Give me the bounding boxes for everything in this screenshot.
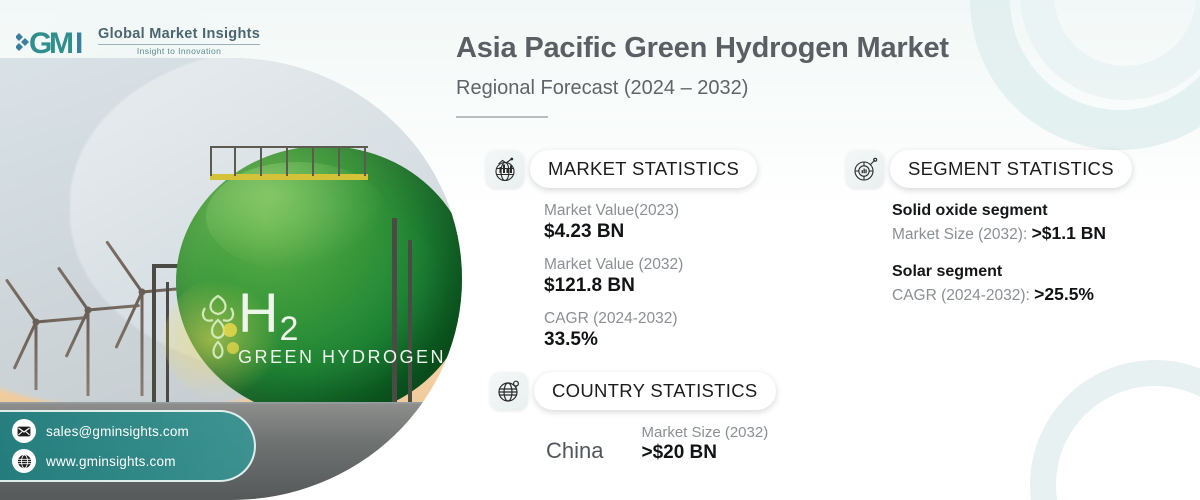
panel-market-body: Market Value(2023) $4.23 BN Market Value… [486,202,757,351]
logo-tagline: Insight to Innovation [136,46,222,56]
segment-label: Market Size (2032): [892,226,1028,243]
title-divider [456,116,548,118]
wind-turbine [56,266,140,396]
panel-country-heading: COUNTRY STATISTICS [534,372,776,410]
panel-segment-body: Solid oxide segment Market Size (2032): … [846,202,1132,305]
panel-market-statistics: MARKET STATISTICS Market Value(2023) $4.… [486,150,758,364]
contact-website-row[interactable]: www.gminsights.com [12,449,254,473]
stat-label: Market Size (2032) [641,424,769,441]
tank-caption: GREEN HYDROGEN [238,347,447,367]
stat-label: Market Value(2023) [544,202,679,219]
logo-divider [98,44,261,45]
stat-value: $121.8 BN [544,275,635,296]
wind-turbine [4,278,88,390]
globe-bar-chart-icon [486,150,524,188]
svg-text:M: M [49,27,74,58]
svg-text:G: G [29,27,52,58]
decorative-arc-bottom-right [1030,360,1200,500]
segment-value: >25.5% [1034,284,1094,304]
country-stat: Market Size (2032) >$20 BN [641,424,768,477]
stat-value: 33.5% [544,329,598,350]
donut-chart-arrow-icon [846,150,884,188]
stat-row: CAGR (2024-2032) 33.5% [544,310,757,351]
green-hydrogen-tank-photo: H2 GREEN HYDROGEN [0,58,462,500]
segment-value: >$1.1 BN [1031,223,1106,243]
segment-title: Solar segment [892,263,1003,280]
decorative-arc-top-right-inner [1020,0,1200,100]
segment-line: CAGR (2024-2032): >25.5% [892,284,1132,305]
wind-turbine [105,240,204,396]
panel-country-header: COUNTRY STATISTICS [490,372,776,410]
tank-highlight [205,162,390,272]
brand-logo[interactable]: G M I Global Market Insights Insight to … [16,24,261,58]
logo-title: Global Market Insights [98,25,261,42]
stat-label: Market Value (2032) [544,256,684,273]
pipework [408,240,412,408]
segment-title: Solid oxide segment [892,202,1048,219]
panel-market-heading: MARKET STATISTICS [530,150,758,188]
panel-country-statistics: COUNTRY STATISTICS China Market Size (20… [490,372,776,477]
stat-label: CAGR (2024-2032) [544,310,678,327]
contact-bar: sales@gminsights.com www.gminsights.com [0,410,256,482]
globe-pin-icon [490,372,528,410]
contact-website: www.gminsights.com [46,453,176,469]
walkway-railing [210,146,368,180]
leaf-droplet-emblem [201,294,239,360]
panel-segment-header: SEGMENT STATISTICS [846,150,1132,188]
svg-text:I: I [75,27,83,58]
pipework [392,218,397,408]
pipework [152,264,156,414]
panel-segment-heading: SEGMENT STATISTICS [890,150,1132,188]
panel-market-header: MARKET STATISTICS [486,150,758,188]
segment-row: Solar segment CAGR (2024-2032): >25.5% [892,263,1132,305]
panel-country-body: China Market Size (2032) >$20 BN [490,424,776,477]
segment-line: Market Size (2032): >$1.1 BN [892,223,1132,244]
tank-label: H2 GREEN HYDROGEN [238,285,446,368]
segment-label: CAGR (2024-2032): [892,287,1030,304]
globe-icon [12,449,36,473]
tank-label-element: H [238,281,280,344]
spherical-storage-tank [164,146,462,418]
page-title: Asia Pacific Green Hydrogen Market [456,32,949,64]
tank-sun-glow [164,276,283,402]
country-name: China [546,438,604,463]
tank-label-subscript: 2 [279,310,300,348]
stat-value: >$20 BN [641,442,718,463]
stat-row: Market Value (2032) $121.8 BN [544,256,757,297]
gmi-diamond-icon: G M I [16,24,90,58]
segment-row: Solid oxide segment Market Size (2032): … [892,202,1132,244]
contact-email: sales@gminsights.com [46,423,190,439]
contact-email-row[interactable]: sales@gminsights.com [12,419,254,443]
envelope-icon [12,419,36,443]
stat-row: Market Value(2023) $4.23 BN [544,202,757,243]
panel-segment-statistics: SEGMENT STATISTICS Solid oxide segment M… [846,150,1132,324]
title-block: Asia Pacific Green Hydrogen Market Regio… [456,32,949,118]
stat-value: $4.23 BN [544,221,625,242]
decorative-arc-top-right [970,0,1200,150]
page-subtitle: Regional Forecast (2024 – 2032) [456,77,749,99]
